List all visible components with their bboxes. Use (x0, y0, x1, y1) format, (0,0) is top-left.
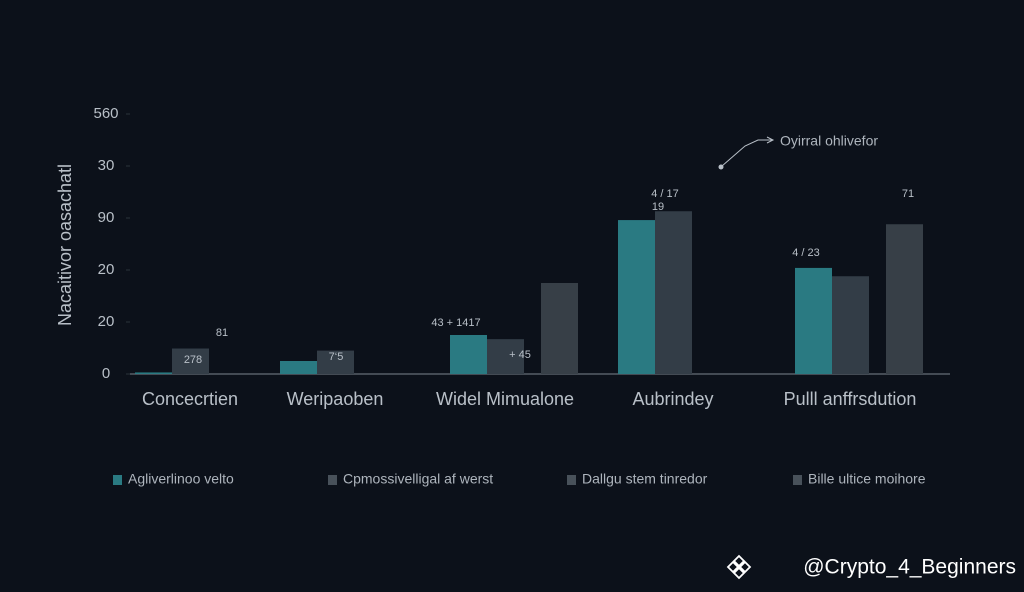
bar (541, 283, 578, 374)
bar (172, 348, 209, 374)
y-tick-label: 90 (98, 209, 115, 226)
bar (135, 372, 172, 374)
data-label: 81 (216, 327, 228, 339)
legend-label: Cpmossivelligal af werst (343, 471, 493, 487)
x-tick-label: Aubrindey (632, 389, 713, 409)
legend-swatch (793, 475, 802, 485)
data-label: 4 / 23 (792, 247, 820, 259)
bar (886, 224, 923, 374)
legend-swatch (328, 475, 337, 485)
bar (655, 211, 692, 374)
bar (795, 267, 832, 374)
data-label: + 45 (509, 349, 531, 361)
y-tick-label: 0 (102, 365, 110, 382)
legend-swatch (113, 475, 122, 485)
y-tick-label: 20 (98, 261, 115, 278)
x-tick-label: Widel Mimualone (436, 389, 574, 409)
data-label: 43 + 1417 (431, 317, 480, 329)
data-label: 278 (184, 354, 202, 366)
y-tick-label: 30 (98, 157, 115, 174)
data-label: 71 (902, 188, 914, 200)
watermark-icon (726, 554, 752, 580)
bar (618, 220, 655, 374)
legend-label: Bille ultice moihore (808, 471, 926, 487)
bar (280, 361, 317, 374)
y-axis-label: Nacaitivor oasachatl (55, 164, 75, 326)
bar (487, 339, 524, 374)
bar (317, 350, 354, 374)
data-label: 19 (652, 201, 664, 213)
x-tick-label: Pulll anffrsdution (784, 389, 917, 409)
y-tick-label: 20 (98, 313, 115, 330)
legend-label: Dallgu stem tinredor (582, 471, 708, 487)
legend-label: Agliverlinoo velto (128, 471, 234, 487)
x-tick-label: Weripaoben (287, 389, 384, 409)
data-label: 4 / 17 (651, 188, 679, 200)
annotation-arrow (721, 139, 772, 167)
watermark: @Crypto_4_Beginners (803, 556, 1016, 579)
bar (832, 276, 869, 374)
annotation: Oyirral ohlivefor (780, 133, 878, 149)
annotation-dot (718, 164, 724, 170)
bar (450, 335, 487, 374)
x-tick-label: Concecrtien (142, 389, 238, 409)
legend-swatch (567, 475, 576, 485)
y-tick-label: 560 (93, 105, 118, 122)
arrow-head (766, 136, 775, 144)
data-label: 7‘5 (329, 351, 344, 363)
